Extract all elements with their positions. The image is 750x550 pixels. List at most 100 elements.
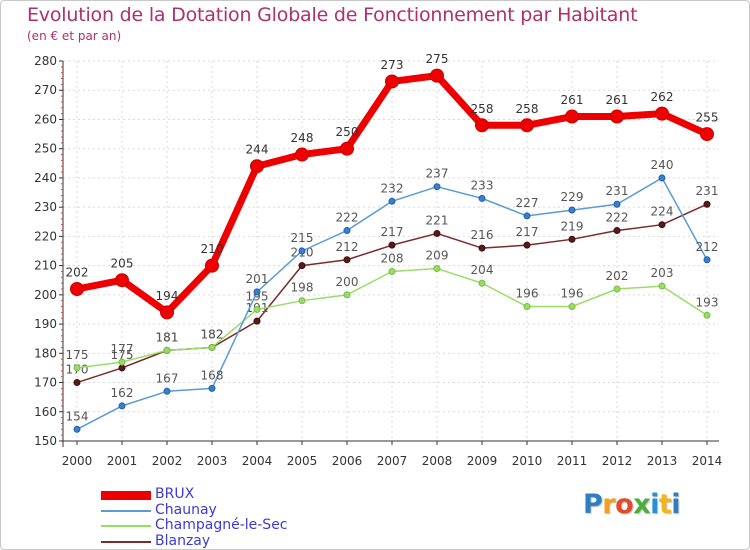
data-point (610, 109, 624, 124)
data-label: 203 (651, 266, 674, 280)
data-label: 200 (336, 275, 359, 289)
legend-swatch (101, 509, 151, 512)
data-point (118, 364, 126, 372)
data-label: 182 (201, 327, 224, 341)
data-label: 227 (516, 196, 539, 210)
data-label: 204 (471, 263, 494, 277)
data-label: 261 (561, 93, 584, 107)
x-tick-label: 2000 (62, 454, 93, 468)
x-tick-label: 2009 (467, 454, 498, 468)
data-label: 217 (516, 225, 539, 239)
data-point (73, 379, 81, 387)
data-label: 196 (516, 287, 539, 301)
data-label: 198 (291, 281, 314, 295)
data-point (613, 200, 621, 208)
data-point (343, 227, 351, 235)
x-tick-label: 2011 (557, 454, 588, 468)
y-tick-label: 180 (34, 346, 57, 360)
data-point (388, 241, 396, 249)
data-label: 208 (381, 251, 404, 265)
data-label: 177 (111, 342, 134, 356)
data-label: 167 (156, 371, 179, 385)
data-point (478, 244, 486, 252)
data-point (298, 247, 306, 255)
data-label: 215 (291, 231, 314, 245)
legend-swatch (101, 525, 151, 527)
y-tick-label: 230 (34, 200, 57, 214)
data-label: 154 (66, 409, 89, 423)
data-point (565, 109, 579, 124)
data-label: 202 (606, 269, 629, 283)
legend-label: Champagné-le-Sec (155, 517, 288, 533)
series-line (76, 267, 708, 369)
data-point (520, 118, 534, 133)
data-label: 244 (246, 143, 269, 157)
data-point (208, 343, 216, 351)
data-label: 209 (426, 249, 449, 263)
data-point (475, 118, 489, 133)
data-point (115, 273, 129, 288)
data-label: 194 (156, 289, 179, 303)
data-point (568, 303, 576, 311)
y-tick-label: 260 (34, 112, 57, 126)
x-tick-label: 2003 (197, 454, 228, 468)
x-tick-label: 2012 (602, 454, 633, 468)
data-label: 237 (426, 167, 449, 181)
data-point (118, 358, 126, 366)
y-tick-label: 240 (34, 171, 57, 185)
data-label: 233 (471, 178, 494, 192)
data-point (253, 288, 261, 296)
data-point (703, 256, 711, 264)
data-point (388, 197, 396, 205)
series-blanzay: 1701751811821912102122172212162172192222… (66, 184, 718, 387)
data-point (385, 74, 399, 89)
data-point (250, 159, 264, 174)
data-point (118, 402, 126, 410)
data-point (703, 200, 711, 208)
data-label: 222 (336, 211, 359, 225)
data-point (430, 68, 444, 83)
data-label: 205 (111, 257, 134, 271)
data-point (343, 291, 351, 299)
data-label: 210 (201, 242, 224, 256)
legend-label: Chaunay (155, 501, 217, 518)
data-label: 168 (201, 368, 224, 382)
data-label: 175 (111, 348, 134, 362)
y-tick-label: 170 (34, 376, 57, 390)
data-point (568, 235, 576, 243)
legend-swatch (101, 490, 151, 500)
data-label: 182 (201, 327, 224, 341)
data-point (568, 206, 576, 214)
data-point (700, 127, 714, 142)
data-point (160, 305, 174, 320)
data-point (523, 303, 531, 311)
data-label: 258 (516, 102, 539, 116)
y-tick-label: 210 (34, 259, 57, 273)
data-label: 181 (156, 330, 179, 344)
data-label: 221 (426, 213, 449, 227)
data-label: 275 (426, 52, 449, 66)
data-point (73, 425, 81, 433)
data-point (340, 141, 354, 156)
data-point (433, 183, 441, 191)
data-label: 222 (606, 211, 629, 225)
x-tick-label: 2005 (287, 454, 318, 468)
series-chaunay: 154 162 167 168 201 215 222 232 237 233 227 229 231 2… (66, 158, 718, 433)
data-label: 248 (291, 131, 314, 145)
data-point (658, 282, 666, 290)
legend-label: BRUX (155, 486, 195, 502)
data-point (433, 265, 441, 273)
data-label: 193 (696, 295, 719, 309)
data-point (658, 221, 666, 229)
data-label: 195 (246, 289, 269, 303)
data-point (298, 297, 306, 305)
x-tick-label: 2014 (692, 454, 723, 468)
data-label: 255 (696, 111, 719, 125)
data-point (523, 212, 531, 220)
data-point (523, 241, 531, 249)
data-point (388, 267, 396, 275)
x-tick-label: 2001 (107, 454, 138, 468)
x-tick-label: 2002 (152, 454, 183, 468)
